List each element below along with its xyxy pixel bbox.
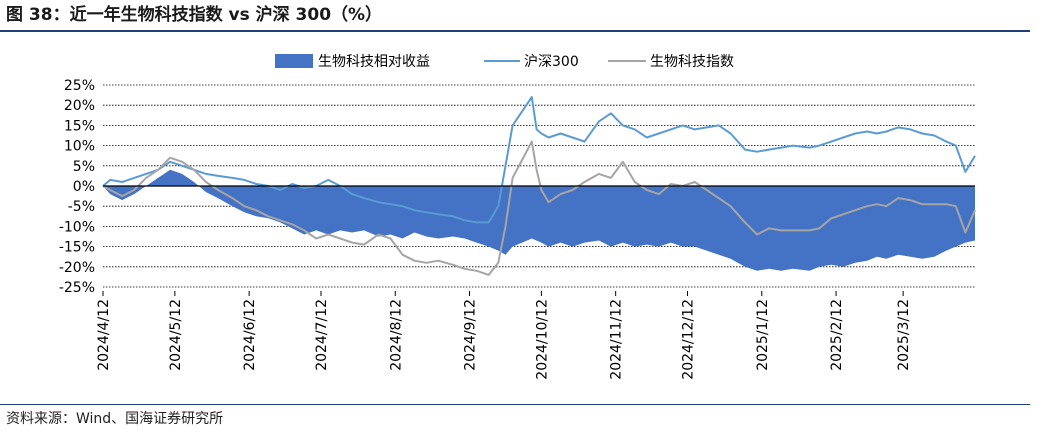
x-tick-label: 2025/2/12	[829, 299, 845, 371]
legend-label-biotech: 生物科技指数	[650, 54, 734, 70]
legend-label-relative: 生物科技相对收益	[318, 54, 430, 70]
series-hs300-line	[102, 96, 976, 224]
legend-swatch-relative	[275, 54, 313, 68]
footer-rule	[0, 404, 1030, 405]
legend-label-hs300: 沪深300	[524, 54, 579, 70]
y-tick-label: 10%	[64, 139, 95, 155]
chart: 生物科技相对收益 沪深300 生物科技指数 25% 20% 15% 10% 5% 0% -5% -…	[59, 54, 976, 380]
y-tick-label: -15%	[59, 240, 95, 256]
x-tick-label: 2025/3/12	[896, 299, 912, 371]
chart-axes: 25%20%15%10%5%0%-5%-10%-15%-20%-25%2024/…	[59, 78, 975, 380]
x-tick-label: 2025/1/12	[755, 299, 771, 371]
series-biotech-line	[102, 140, 976, 276]
y-tick-label: -25%	[59, 280, 95, 296]
x-tick-label: 2024/12/12	[681, 299, 697, 380]
x-tick-label: 2024/4/12	[96, 299, 112, 371]
x-tick-label: 2024/11/12	[609, 299, 625, 380]
chart-plot-area	[102, 96, 976, 276]
x-tick-label: 2024/7/12	[314, 299, 330, 371]
y-tick-label: 20%	[64, 98, 95, 114]
y-tick-label: -20%	[59, 260, 95, 276]
x-tick-label: 2024/8/12	[388, 299, 404, 371]
x-tick-label: 2024/9/12	[463, 299, 479, 371]
series-relative-area	[103, 169, 975, 271]
source-note: 资料来源：Wind、国海证券研究所	[6, 411, 224, 427]
x-tick-label: 2024/5/12	[168, 299, 184, 371]
y-tick-label: 5%	[73, 159, 95, 175]
title-rule	[0, 30, 1030, 32]
x-tick-label: 2024/10/12	[534, 299, 550, 380]
y-tick-label: -10%	[59, 219, 95, 235]
x-tick-label: 2024/6/12	[242, 299, 258, 371]
figure-title: 图 38：近一年生物科技指数 vs 沪深 300（%）	[6, 5, 383, 25]
chart-legend: 生物科技相对收益 沪深300 生物科技指数	[275, 54, 734, 70]
y-tick-label: 15%	[64, 118, 95, 134]
chart-grid	[103, 84, 975, 288]
y-tick-label: 0%	[73, 179, 95, 195]
y-tick-label: -5%	[68, 199, 95, 215]
y-tick-label: 25%	[64, 78, 95, 94]
